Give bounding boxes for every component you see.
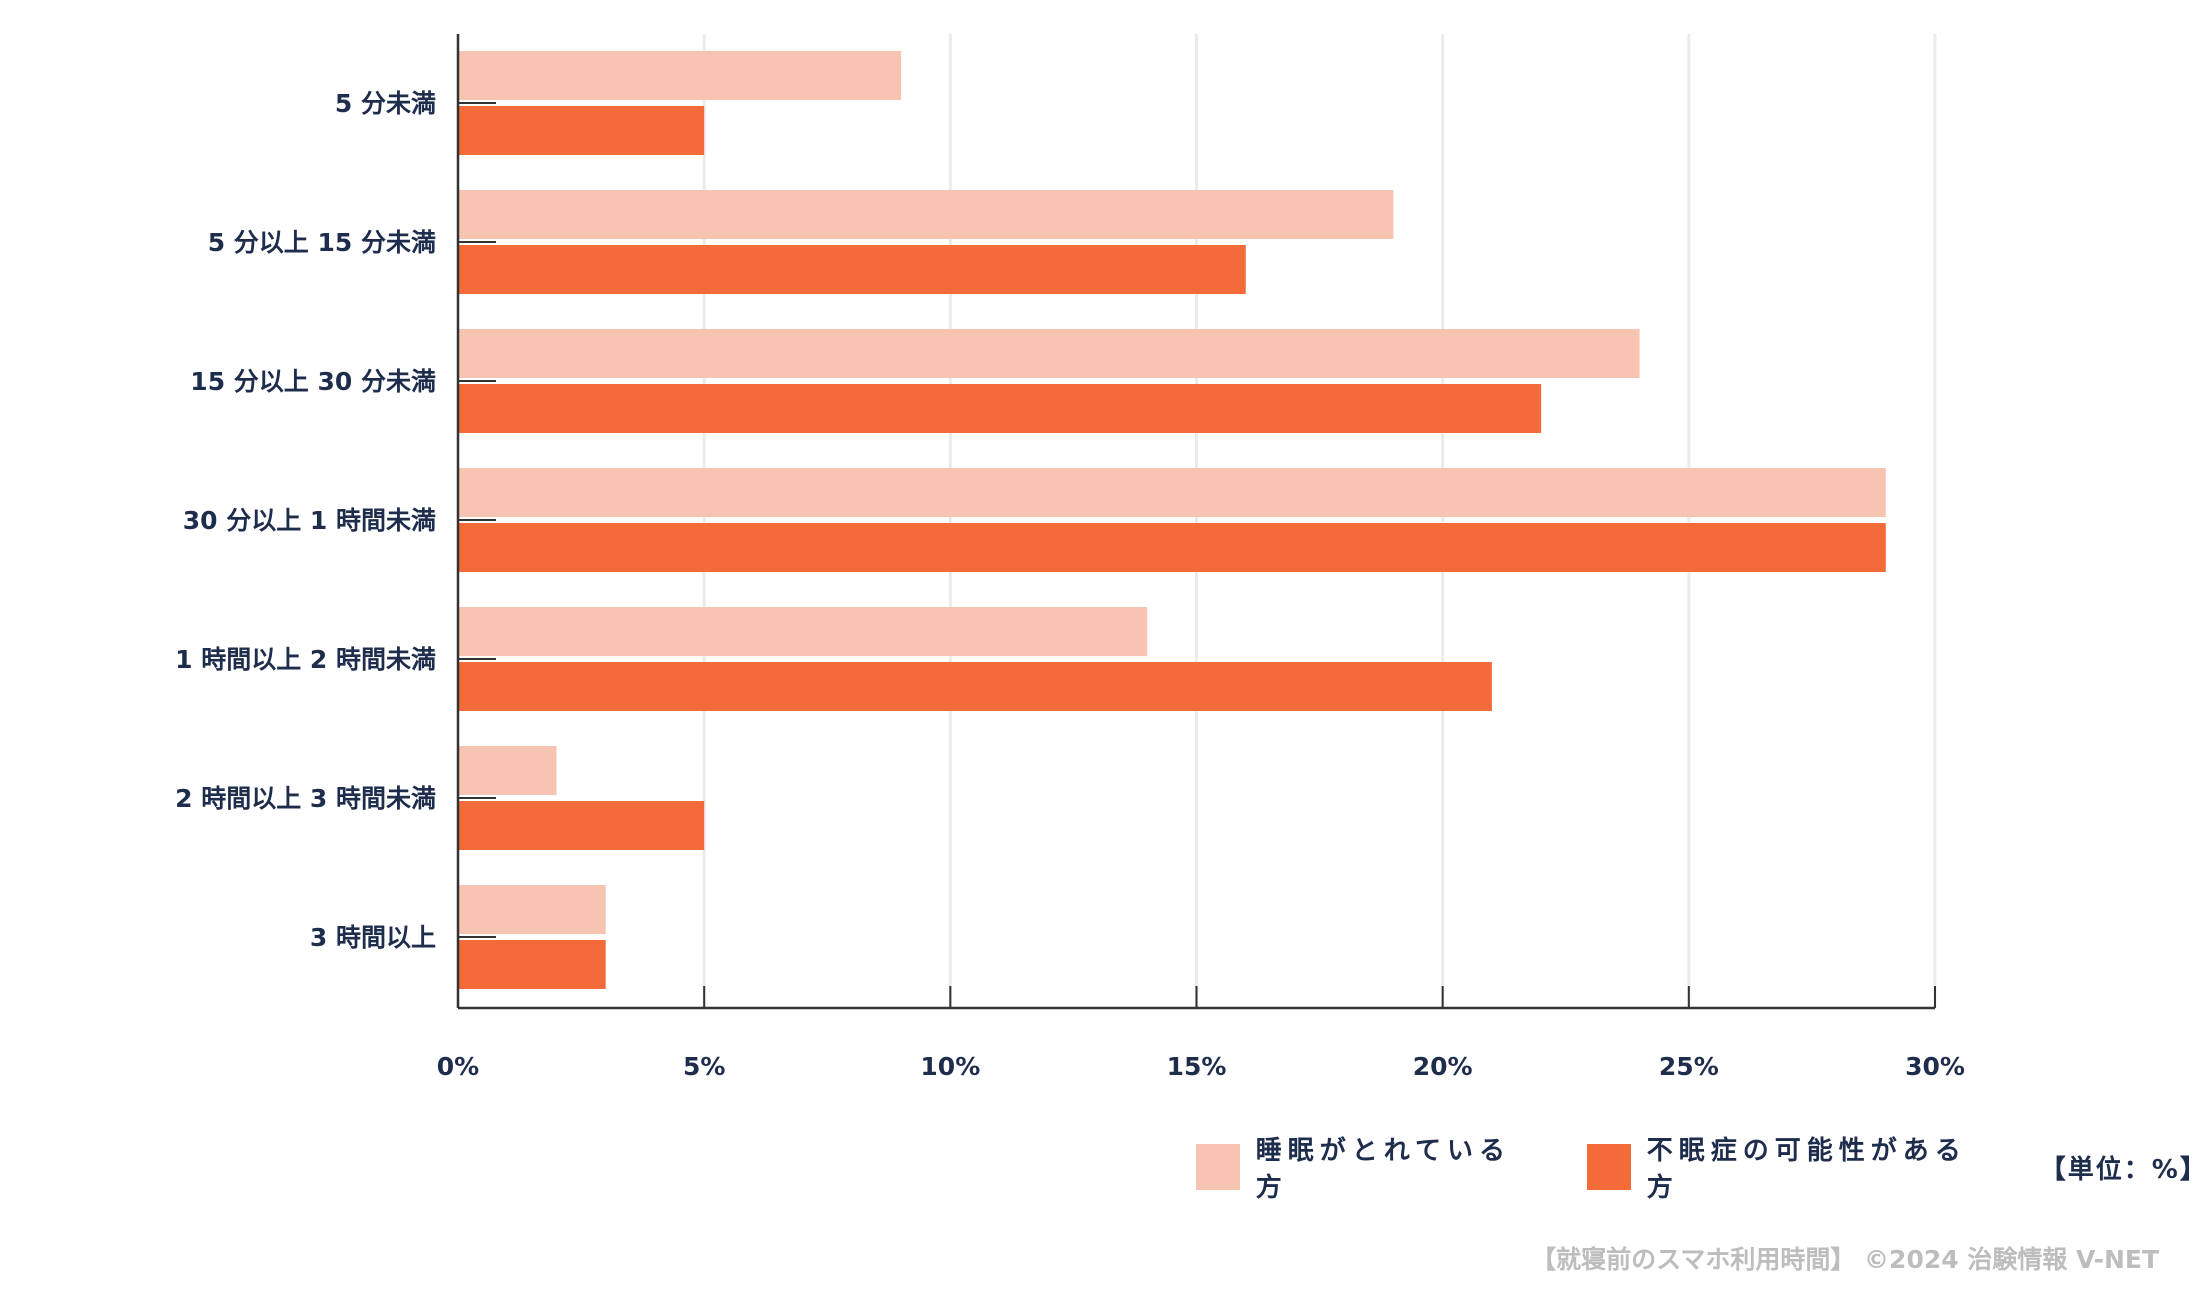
category-label: 5 分未満 [335,89,436,118]
category-label: 15 分以上 30 分未満 [190,367,436,396]
category-label: 3 時間以上 [310,923,436,952]
source-credit: 【就寝前のスマホ利用時間】 ©2024 治験情報 V-NET [1531,1245,2159,1274]
bar-insomnia [458,245,1246,294]
tick-labels: 0% 5% 10% 15% 20% 25% 30% [437,1052,1965,1081]
bar-insomnia [458,940,606,989]
x-tick-label: 5% [683,1052,725,1081]
bar-insomnia [458,106,705,155]
category-label: 2 時間以上 3 時間未満 [175,784,436,813]
legend-label-sleeping: 睡眠がとれている方 [1255,1136,1511,1203]
x-tick-label: 20% [1413,1052,1473,1081]
legend: 睡眠がとれている方 不眠症の可能性がある方 【単位：%】 [1196,1136,2200,1203]
bar-sleeping [458,468,1886,517]
bar-sleeping [458,607,1148,656]
bar-insomnia [458,801,705,850]
bar-insomnia [458,662,1492,711]
legend-swatch-sleeping [1196,1144,1240,1190]
bar-sleeping [458,746,557,795]
bar-insomnia [458,384,1542,433]
x-tick-label: 30% [1905,1052,1965,1081]
bar-sleeping [458,885,606,934]
legend-item-insomnia: 不眠症の可能性がある方 [1587,1130,1982,1204]
gridlines [702,34,1937,1008]
legend-swatch-insomnia [1587,1144,1631,1190]
legend-item-sleeping: 睡眠がとれている方 [1196,1130,1529,1204]
bar-insomnia [458,523,1886,572]
category-label: 5 分以上 15 分未満 [208,228,436,257]
category-label: 1 時間以上 2 時間未満 [175,645,436,674]
x-tick-label: 25% [1659,1052,1719,1081]
x-tick-label: 15% [1167,1052,1227,1081]
axes [456,34,1936,1010]
legend-label-insomnia: 不眠症の可能性がある方 [1646,1136,1967,1203]
bar-sleeping [458,190,1394,239]
bar-sleeping [458,51,902,100]
bar-sleeping [458,329,1640,378]
unit-label: 【単位：%】 [2039,1154,2200,1185]
category-label: 30 分以上 1 時間未満 [183,506,436,535]
bars [458,51,1886,989]
x-tick-label: 0% [437,1052,479,1081]
category-labels: 5 分未満 5 分以上 15 分未満 15 分以上 30 分未満 30 分以上 1 時… [175,89,436,952]
x-tick-label: 10% [920,1052,980,1081]
